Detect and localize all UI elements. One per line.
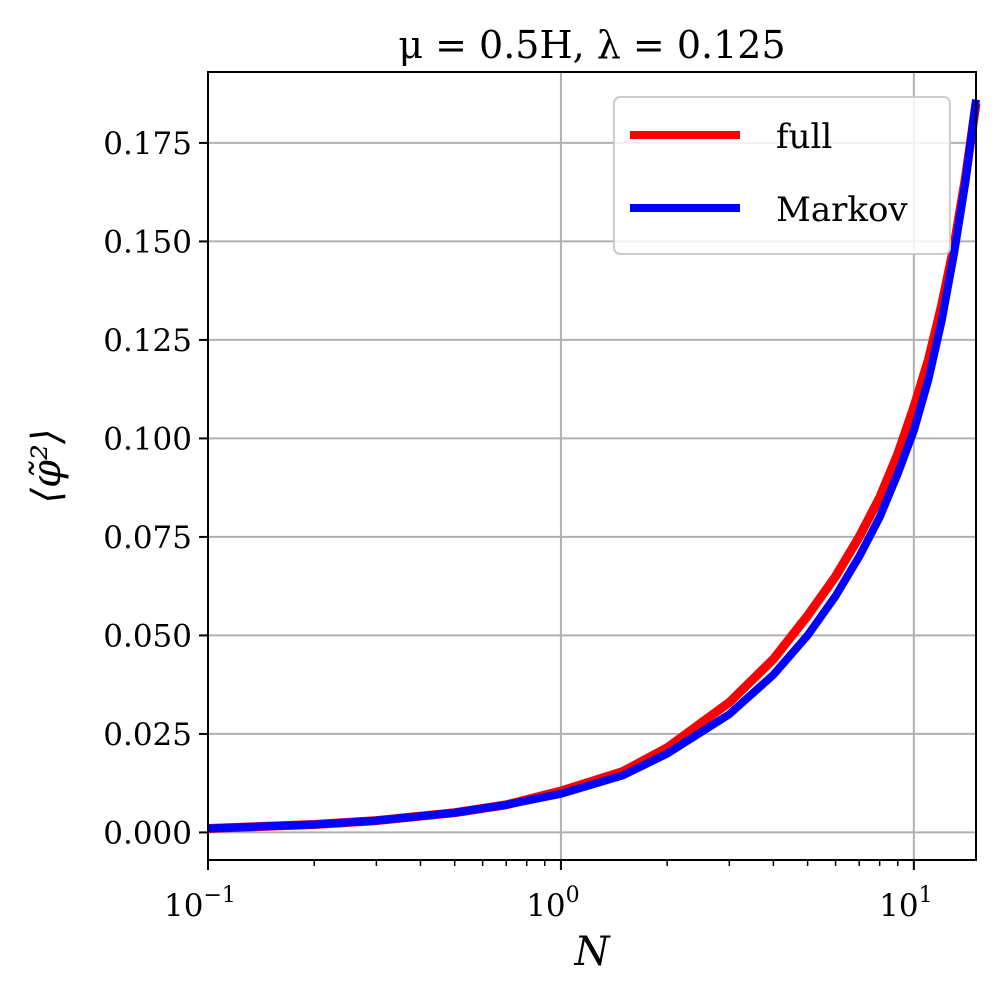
x-tick-label: 10−1 bbox=[164, 883, 236, 924]
legend-label-full: full bbox=[776, 117, 832, 157]
axes-frame bbox=[207, 71, 977, 861]
x-tick-label: 101 bbox=[879, 883, 932, 924]
x-axis-label: N bbox=[574, 929, 612, 975]
y-tick-label: 0.175 bbox=[103, 126, 192, 162]
y-axis-label: ⟨φ̃²⟩ bbox=[24, 428, 70, 503]
y-tick-label: 0.075 bbox=[103, 520, 192, 556]
chart-title: μ = 0.5H, λ = 0.125 bbox=[398, 23, 785, 67]
legend: full Markov bbox=[613, 96, 951, 255]
y-tick-label: 0.150 bbox=[103, 224, 192, 260]
plot-area-border bbox=[207, 71, 977, 861]
y-tick-label: 0.025 bbox=[103, 717, 192, 753]
series-line-markov bbox=[207, 99, 980, 833]
legend-label-markov: Markov bbox=[776, 190, 908, 230]
y-tick-label: 0.000 bbox=[103, 815, 192, 851]
y-tick-label: 0.050 bbox=[103, 618, 192, 654]
series-layer bbox=[207, 99, 981, 833]
y-tick-label: 0.100 bbox=[103, 421, 192, 457]
y-tick-label: 0.125 bbox=[103, 323, 192, 359]
